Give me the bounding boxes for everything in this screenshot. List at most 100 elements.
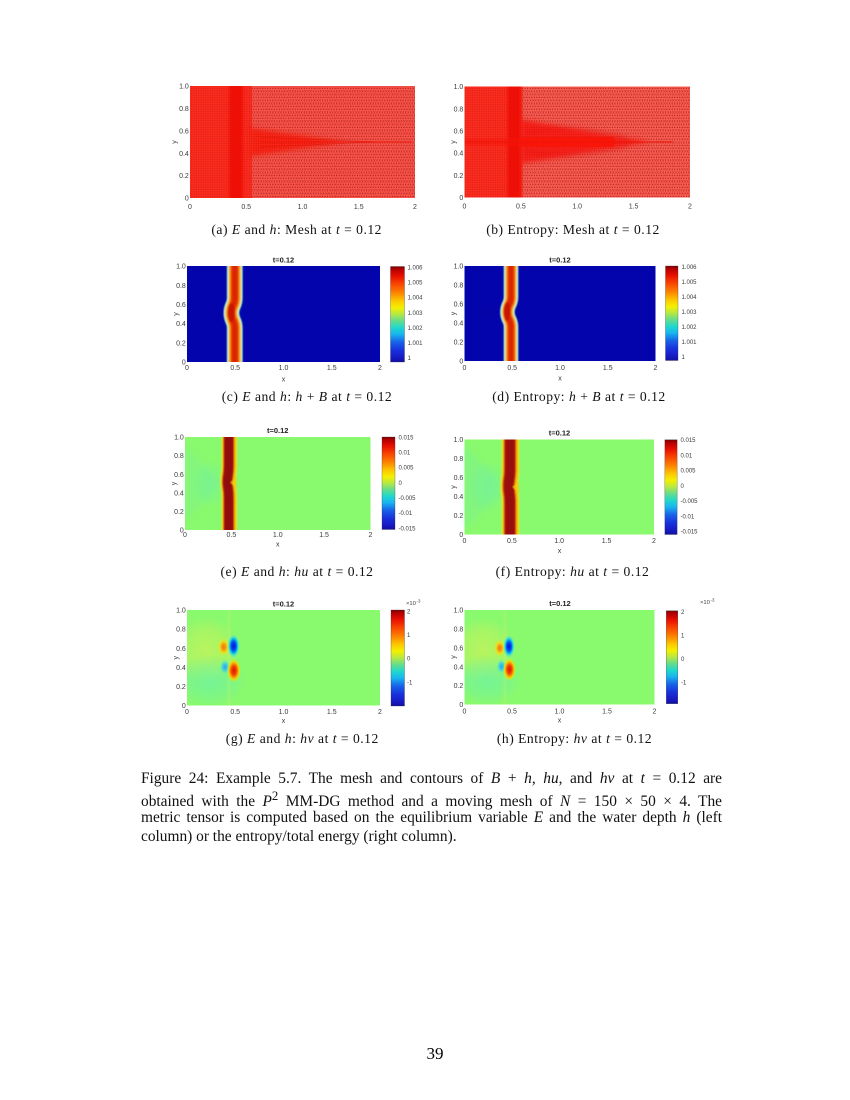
svg-text:1.005: 1.005	[682, 280, 698, 286]
svg-text:1.0: 1.0	[174, 435, 184, 442]
svg-text:0: 0	[459, 195, 463, 202]
svg-text:0.5: 0.5	[230, 709, 240, 716]
svg-text:0.2: 0.2	[454, 173, 464, 180]
svg-text:1.0: 1.0	[555, 365, 565, 372]
svg-text:y: y	[451, 140, 458, 144]
svg-text:0.8: 0.8	[176, 627, 186, 634]
svg-text:0: 0	[463, 538, 467, 545]
svg-text:0: 0	[681, 657, 685, 663]
svg-text:-0.005: -0.005	[681, 499, 699, 505]
svg-text:0.4: 0.4	[176, 321, 186, 328]
svg-text:×10: ×10	[406, 601, 416, 607]
svg-text:x: x	[282, 718, 286, 725]
svg-text:0.4: 0.4	[176, 665, 186, 672]
svg-text:0.2: 0.2	[454, 683, 464, 690]
svg-text:0: 0	[399, 481, 403, 487]
svg-text:2: 2	[653, 709, 657, 716]
svg-text:0.4: 0.4	[454, 151, 464, 158]
svg-text:t=0.12: t=0.12	[549, 429, 570, 438]
svg-text:0.8: 0.8	[454, 456, 464, 463]
svg-text:0.005: 0.005	[681, 469, 697, 475]
svg-text:0.2: 0.2	[179, 173, 189, 180]
svg-text:-3: -3	[417, 599, 421, 604]
svg-text:1.006: 1.006	[682, 265, 698, 271]
svg-text:y: y	[173, 312, 180, 316]
svg-text:x: x	[558, 376, 562, 383]
svg-text:0.4: 0.4	[174, 490, 184, 497]
svg-text:1.5: 1.5	[327, 365, 337, 372]
svg-text:2: 2	[413, 204, 417, 211]
svg-text:0.5: 0.5	[227, 532, 237, 539]
svg-text:1.005: 1.005	[408, 281, 424, 287]
svg-text:0.2: 0.2	[174, 509, 184, 516]
svg-text:1.0: 1.0	[176, 264, 186, 271]
svg-text:0: 0	[180, 528, 184, 535]
svg-text:t=0.12: t=0.12	[267, 426, 288, 435]
svg-text:0.4: 0.4	[454, 321, 464, 328]
svg-text:2: 2	[654, 365, 658, 372]
svg-text:2: 2	[407, 610, 411, 616]
svg-text:1.5: 1.5	[602, 538, 612, 545]
svg-text:1.0: 1.0	[273, 532, 283, 539]
svg-text:0.01: 0.01	[399, 451, 411, 457]
svg-text:0.2: 0.2	[176, 684, 186, 691]
svg-text:0.5: 0.5	[507, 365, 517, 372]
svg-text:-1: -1	[407, 680, 413, 686]
svg-text:0.5: 0.5	[507, 538, 517, 545]
svg-text:0.5: 0.5	[241, 204, 251, 211]
svg-text:-0.01: -0.01	[681, 514, 695, 520]
svg-text:1.0: 1.0	[298, 204, 308, 211]
svg-text:2: 2	[681, 610, 685, 616]
svg-text:1.006: 1.006	[408, 265, 424, 271]
svg-text:1.004: 1.004	[408, 296, 424, 302]
svg-text:y: y	[451, 655, 458, 659]
svg-text:2: 2	[652, 538, 656, 545]
svg-text:-0.005: -0.005	[399, 496, 417, 502]
svg-text:t=0.12: t=0.12	[549, 599, 570, 608]
svg-text:1.0: 1.0	[454, 437, 464, 444]
svg-text:0: 0	[185, 709, 189, 716]
svg-text:-0.01: -0.01	[399, 511, 413, 517]
svg-text:1.5: 1.5	[327, 709, 337, 716]
svg-text:2: 2	[369, 532, 373, 539]
svg-text:0.8: 0.8	[454, 283, 464, 290]
svg-text:0: 0	[459, 532, 463, 539]
svg-text:-3: -3	[711, 598, 715, 603]
svg-text:0.6: 0.6	[454, 302, 464, 309]
svg-text:0: 0	[459, 359, 463, 366]
svg-text:0.2: 0.2	[454, 340, 464, 347]
svg-text:1.0: 1.0	[454, 608, 464, 615]
svg-text:1.5: 1.5	[629, 203, 639, 210]
svg-text:1.003: 1.003	[408, 311, 424, 317]
svg-text:y: y	[451, 311, 458, 315]
svg-text:0: 0	[185, 365, 189, 372]
svg-text:1.0: 1.0	[572, 203, 582, 210]
svg-text:x: x	[282, 377, 286, 384]
svg-text:1.003: 1.003	[682, 310, 698, 316]
svg-text:1.0: 1.0	[279, 365, 289, 372]
svg-text:1.004: 1.004	[682, 295, 698, 301]
svg-text:0.6: 0.6	[454, 129, 464, 136]
svg-text:0.6: 0.6	[176, 646, 186, 653]
svg-text:1.5: 1.5	[602, 709, 612, 716]
svg-text:x: x	[558, 548, 562, 555]
svg-text:t=0.12: t=0.12	[549, 256, 570, 265]
svg-text:0.4: 0.4	[179, 151, 189, 158]
svg-text:1: 1	[681, 633, 685, 639]
svg-text:0: 0	[188, 204, 192, 211]
svg-text:0.5: 0.5	[516, 203, 526, 210]
svg-text:t=0.12: t=0.12	[273, 256, 294, 265]
svg-text:0.8: 0.8	[176, 283, 186, 290]
svg-text:×10: ×10	[700, 600, 710, 606]
svg-text:0.6: 0.6	[176, 302, 186, 309]
svg-text:0: 0	[182, 360, 186, 367]
svg-text:1: 1	[407, 633, 411, 639]
svg-text:0.005: 0.005	[399, 466, 415, 472]
svg-text:1.5: 1.5	[354, 204, 364, 211]
svg-text:0.2: 0.2	[454, 513, 464, 520]
svg-text:y: y	[451, 485, 458, 489]
svg-text:x: x	[276, 542, 280, 549]
svg-text:0.5: 0.5	[230, 365, 240, 372]
svg-text:0.6: 0.6	[174, 472, 184, 479]
svg-text:0: 0	[182, 703, 186, 710]
